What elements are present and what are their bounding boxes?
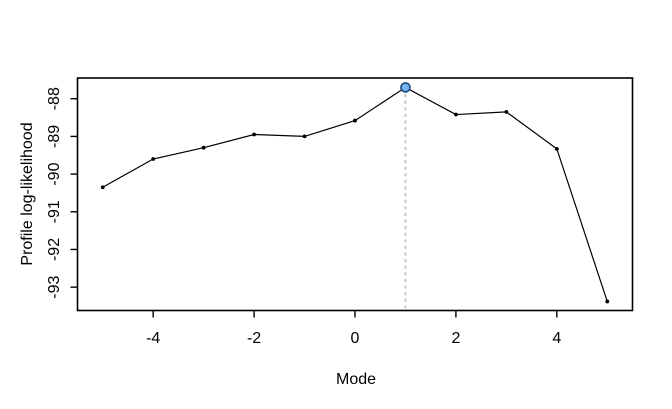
y-tick-label: -89: [46, 125, 63, 148]
x-tick-label: -4: [146, 330, 160, 347]
y-tick-label: -93: [46, 275, 63, 298]
data-point: [151, 157, 156, 161]
data-point: [353, 118, 357, 123]
data-point: [454, 112, 458, 117]
y-tick-label: -91: [46, 200, 63, 223]
y-axis-label: Profile log-likelihood: [19, 122, 36, 265]
data-point: [252, 132, 256, 137]
max-likelihood-point: [400, 82, 411, 93]
y-tick-label: -92: [46, 238, 63, 261]
data-point: [302, 134, 307, 139]
data-point: [201, 145, 206, 150]
x-axis-label: Mode: [336, 371, 376, 388]
y-tick-label: -88: [46, 87, 63, 110]
data-point: [605, 299, 610, 304]
plot-area: -4 -2 0 2 4 -93 -92 -91 -90 -89 -88: [46, 77, 634, 347]
data-point: [100, 185, 105, 190]
plot-box: [76, 77, 634, 312]
data-point: [554, 146, 559, 151]
x-tick-label: 2: [451, 330, 460, 347]
x-tick-label: 0: [351, 330, 360, 347]
y-tick-label: -90: [46, 162, 63, 185]
x-tick-label: 4: [552, 330, 561, 347]
data-point: [504, 110, 509, 114]
x-tick-label: -2: [247, 330, 261, 347]
